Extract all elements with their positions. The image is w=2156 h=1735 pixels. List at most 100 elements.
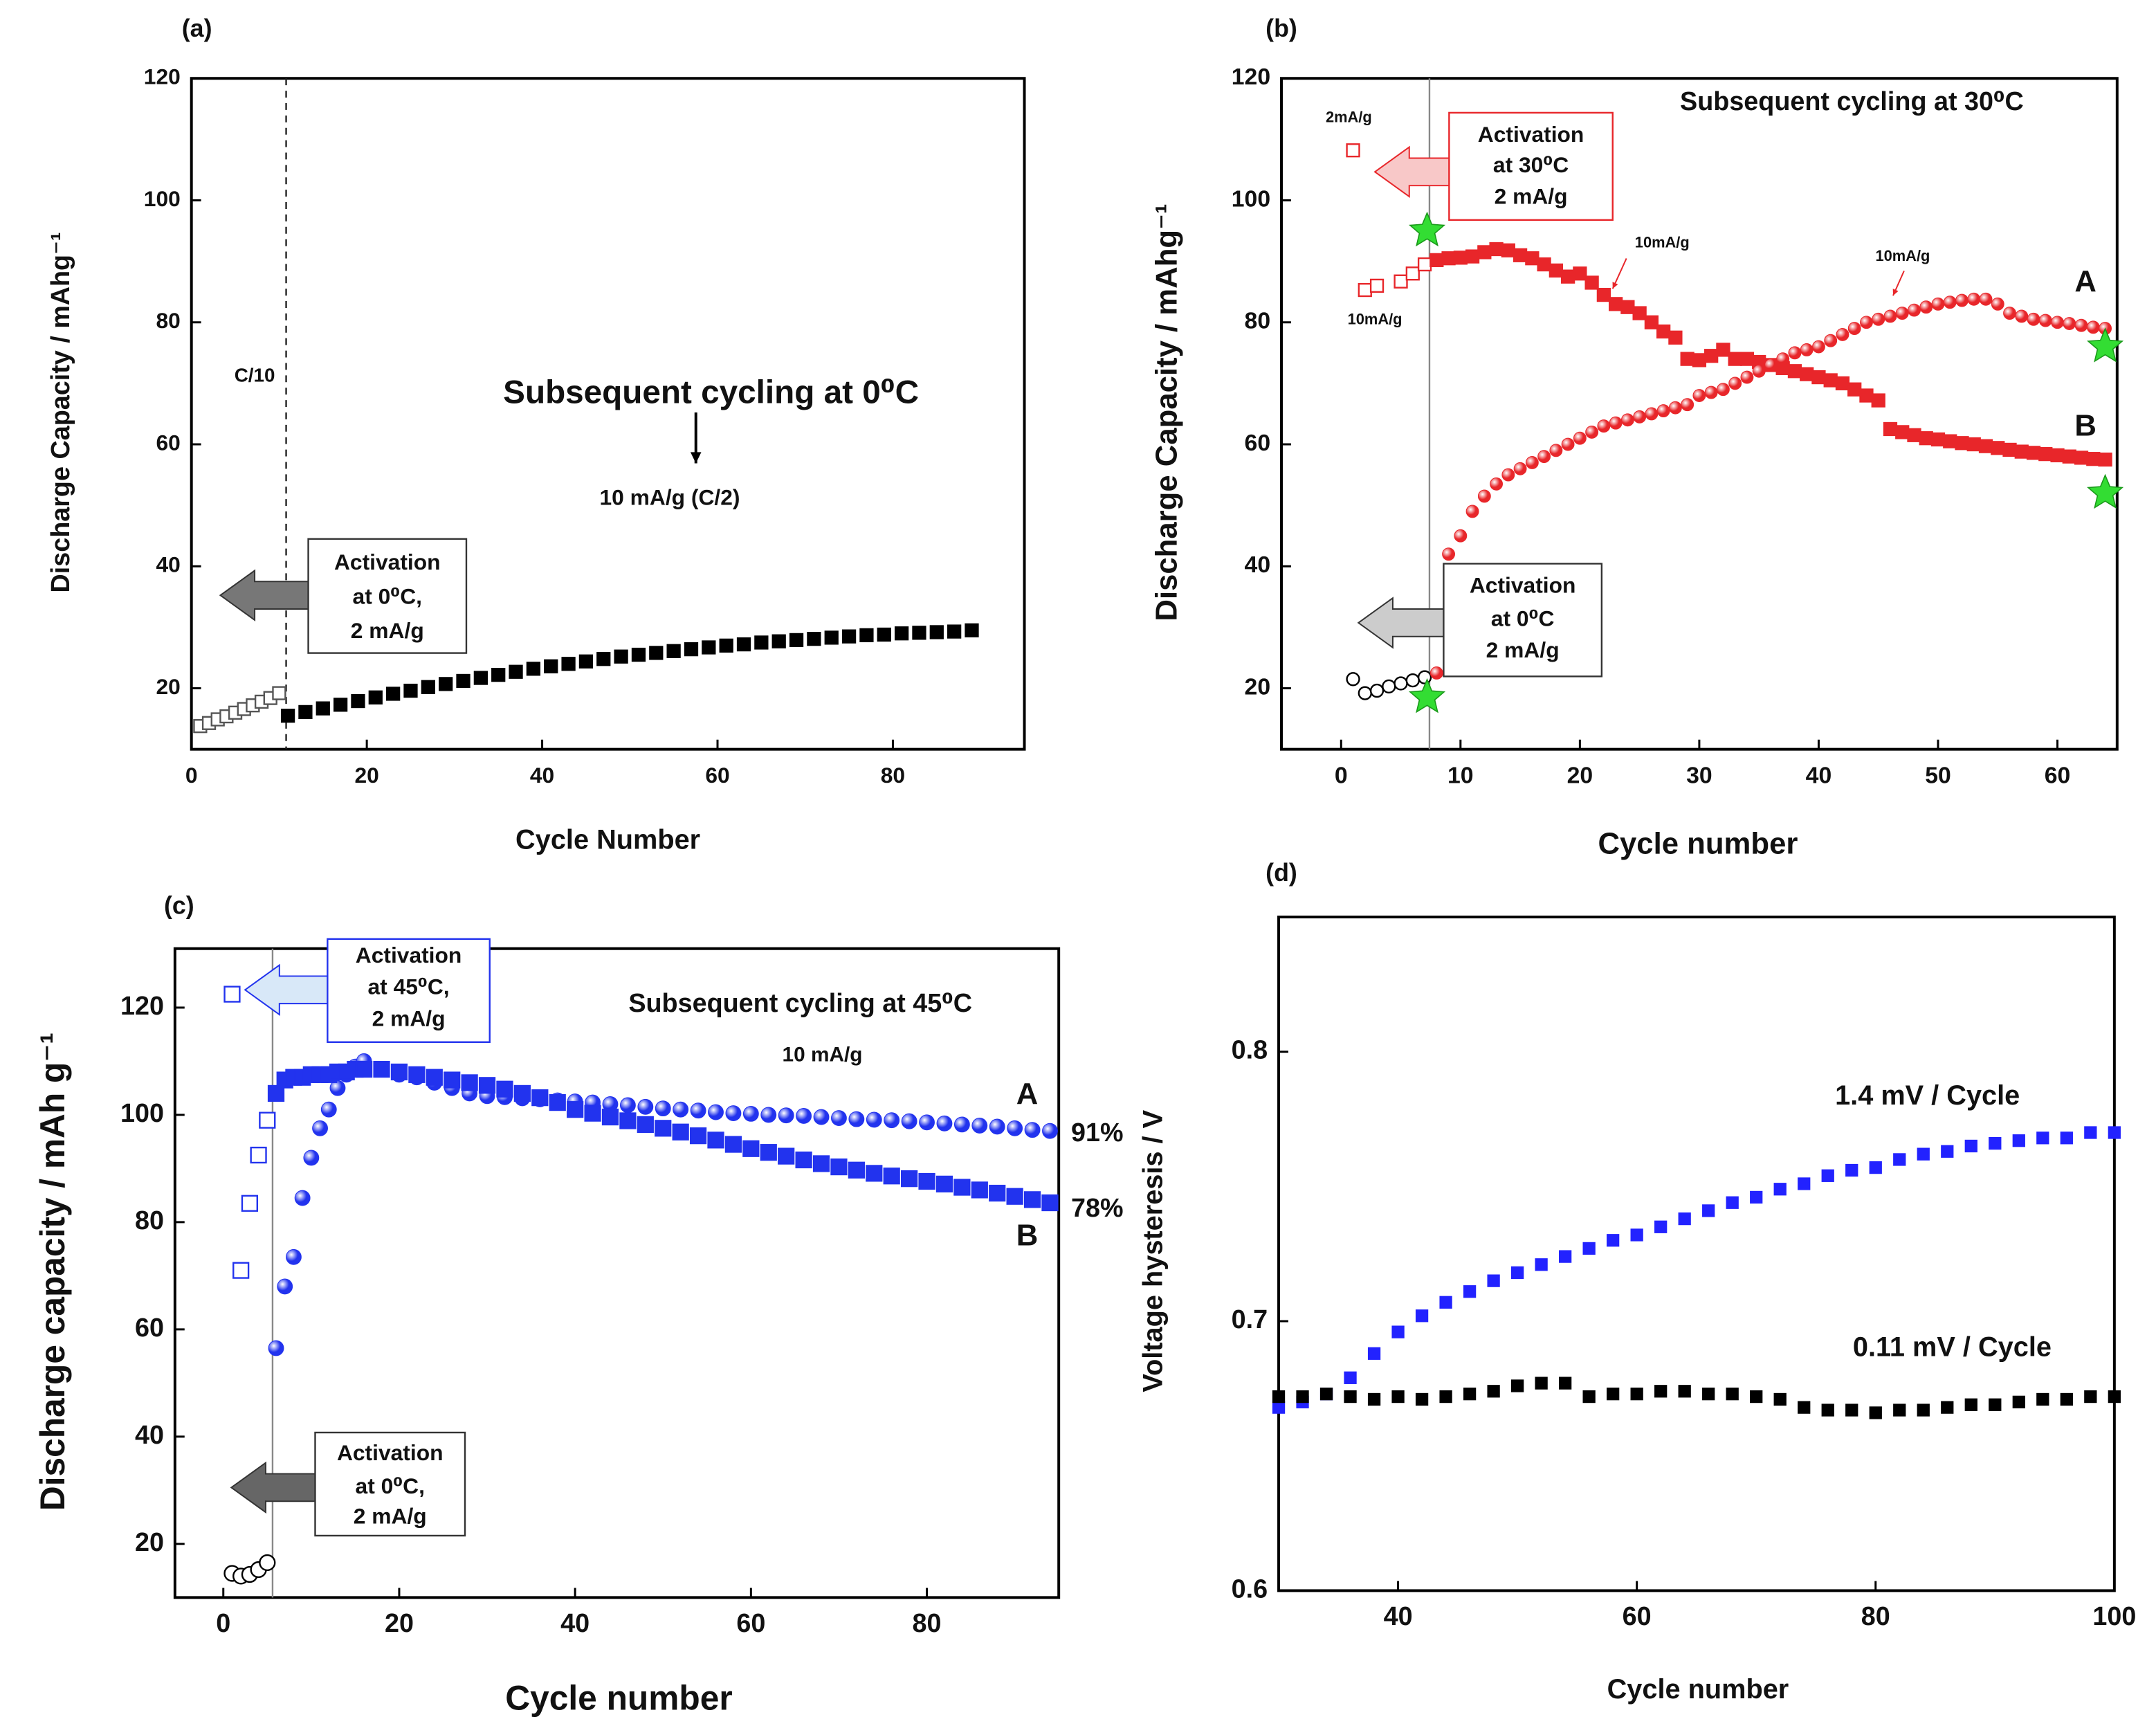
marker [1750,1390,1763,1404]
marker [1704,385,1718,399]
marker [2027,312,2040,326]
marker [989,1184,1006,1202]
marker [1525,456,1539,469]
annotation: 10mA/g [1875,247,1930,264]
series [1429,292,2112,680]
marker [1272,1390,1286,1404]
marker [841,629,857,644]
marker [1561,437,1575,451]
marker [373,1060,390,1078]
marker [2063,317,2076,330]
marker [1955,436,1969,451]
marker [496,1080,513,1098]
marker [672,1123,689,1141]
marker [684,642,699,657]
marker [1919,431,1933,446]
marker [1656,324,1671,339]
series [1272,1126,2121,1414]
marker [1798,1401,1811,1414]
marker [351,693,365,709]
marker [386,687,401,701]
y-tick-label: 120 [144,64,181,89]
marker [1382,679,1396,694]
marker [1930,432,1946,447]
marker [877,627,891,642]
marker [953,1116,970,1133]
marker [1740,370,1754,384]
marker [2036,1132,2049,1145]
annotation-box-text: 2 mA/g [351,618,424,643]
marker [2062,449,2076,464]
marker [953,1179,971,1196]
annotation: Subsequent cycling at 0⁰C [503,374,919,411]
marker [1812,340,1825,354]
marker [673,1101,689,1118]
marker [1859,388,1874,403]
marker [689,1127,707,1145]
marker [1678,1385,1691,1398]
y-axis-title: Voltage hysteresis / V [1138,1109,1169,1392]
marker [444,1071,461,1089]
series [223,1554,276,1585]
marker [702,640,716,655]
marker [1798,1177,1811,1190]
y-tick-label: 100 [120,1098,164,1127]
marker [866,1111,882,1128]
y-tick-label: 20 [1245,673,1271,700]
annotation-box [1448,111,1614,221]
x-tick-label: 40 [1806,762,1832,788]
marker [1501,243,1515,257]
marker [754,635,769,650]
marker [1405,673,1420,688]
marker [796,1108,812,1124]
marker [1513,462,1527,475]
pointer-arrow-head [1612,282,1618,289]
marker [277,1278,293,1295]
marker [2014,444,2029,459]
series-label: B [1016,1218,1039,1252]
marker [1408,678,1446,714]
marker [1367,1392,1381,1406]
marker [1681,398,1694,412]
marker [690,1102,706,1119]
annotation: C/10 [235,365,275,386]
series-label: B [2074,408,2096,442]
marker [1549,263,1563,278]
marker [1821,1404,1834,1417]
marker [461,1074,478,1091]
marker [1454,529,1468,543]
marker [1773,1392,1787,1406]
y-tick-label: 60 [135,1313,164,1342]
marker [1408,211,1446,247]
marker [1811,370,1826,385]
marker [1007,1120,1023,1136]
marker [1487,1385,1500,1398]
marker [655,1100,671,1117]
marker [1773,1183,1787,1196]
marker [272,686,286,700]
marker [1692,353,1707,367]
marker [1405,266,1420,281]
marker [859,628,874,642]
marker [1346,672,1360,687]
marker [544,659,558,673]
marker [789,633,804,648]
marker [2026,446,2041,460]
marker [1477,489,1491,503]
marker [1656,404,1670,417]
marker [1596,287,1611,302]
y-axis-title: Discharge Capacity / mAhg⁻¹ [46,232,75,592]
marker [1991,297,2004,311]
annotation-box-text: 2 mA/g [1486,637,1560,662]
marker [1835,376,1850,391]
marker [830,1158,848,1176]
x-tick-label: 0 [216,1608,230,1637]
marker [1739,352,1755,366]
marker [1560,269,1575,284]
marker [1023,1191,1041,1208]
marker [1501,468,1515,482]
y-tick-label: 0.6 [1232,1574,1268,1603]
annotation-box-text: 2 mA/g [354,1504,427,1529]
marker [1369,278,1385,293]
